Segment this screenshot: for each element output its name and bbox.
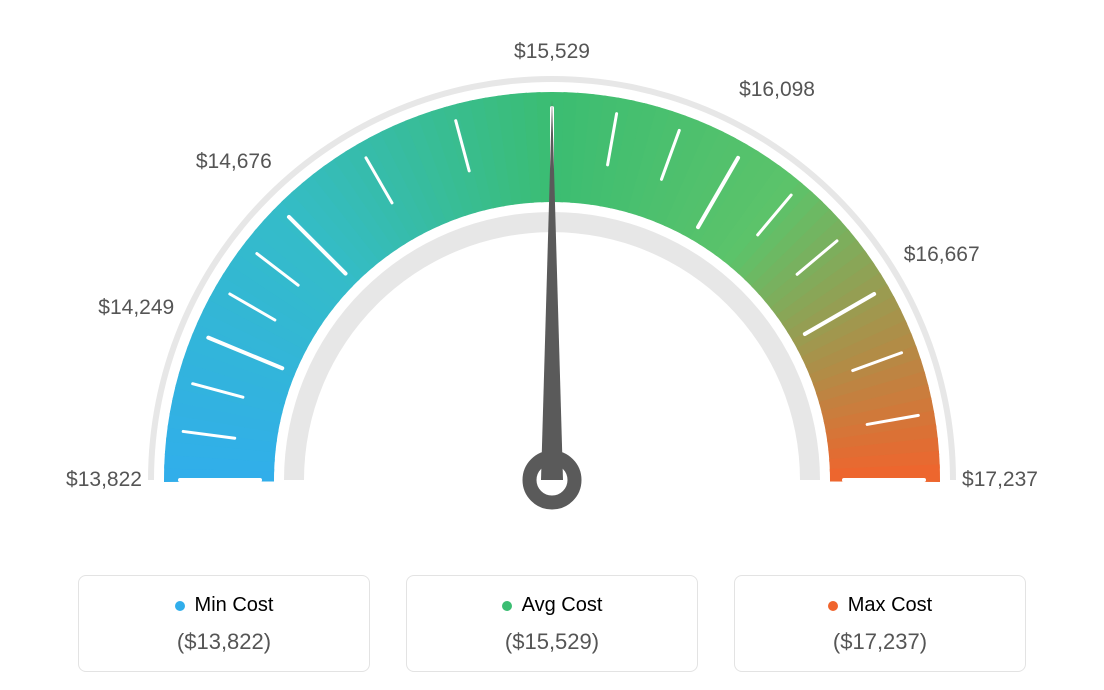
gauge-tick-label: $14,249	[98, 296, 174, 320]
dot-icon	[175, 601, 185, 611]
gauge-tick-label: $13,822	[66, 468, 142, 492]
legend-title-min: Min Cost	[195, 594, 274, 617]
legend-card-max: Max Cost ($17,237)	[734, 575, 1026, 672]
dot-icon	[828, 601, 838, 611]
legend-row: Min Cost ($13,822) Avg Cost ($15,529) Ma…	[0, 575, 1104, 672]
legend-card-avg: Avg Cost ($15,529)	[406, 575, 698, 672]
gauge-tick-label: $17,237	[962, 468, 1038, 492]
gauge-tick-label: $16,667	[904, 243, 980, 267]
dot-icon	[502, 601, 512, 611]
legend-value-max: ($17,237)	[745, 629, 1015, 655]
legend-title-max: Max Cost	[848, 594, 932, 617]
gauge-chart: $13,822 $14,249 $14,676 $15,529 $16,098 $16,6…	[0, 0, 1104, 560]
legend-card-min: Min Cost ($13,822)	[78, 575, 370, 672]
legend-title-avg: Avg Cost	[522, 594, 603, 617]
gauge-tick-label: $15,529	[514, 40, 590, 64]
legend-value-min: ($13,822)	[89, 629, 359, 655]
legend-value-avg: ($15,529)	[417, 629, 687, 655]
gauge-tick-label: $16,098	[739, 78, 815, 102]
gauge-tick-label: $14,676	[196, 150, 272, 174]
